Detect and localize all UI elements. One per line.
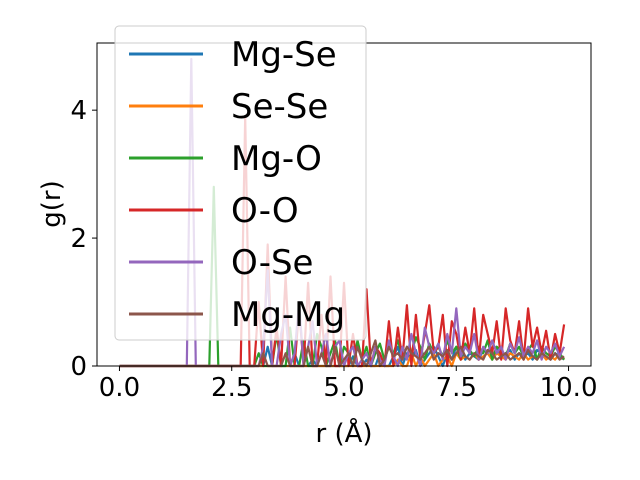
x-tick-label: 7.5: [436, 373, 477, 403]
x-axis: 0.0 2.5 5.0 7.5 10.0: [99, 366, 598, 403]
y-axis: 0 2 4: [70, 96, 97, 382]
legend-label-se-se: Se-Se: [231, 87, 328, 127]
x-tick-label: 5.0: [323, 373, 364, 403]
x-tick-label: 10.0: [540, 373, 598, 403]
legend-label-o-se: O-Se: [231, 243, 313, 283]
legend-items: Mg-Se Se-Se Mg-O O-O O-Se Mg-Mg: [129, 35, 345, 335]
y-tick-label: 4: [70, 96, 87, 126]
legend: Mg-Se Se-Se Mg-O O-O O-Se Mg-Mg: [114, 25, 367, 341]
y-axis-label: g(r): [37, 180, 67, 227]
y-tick-label: 0: [70, 352, 87, 382]
legend-label-o-o: O-O: [231, 191, 299, 231]
x-tick-label: 2.5: [211, 373, 252, 403]
legend-label-mg-se: Mg-Se: [231, 35, 337, 75]
y-tick-label: 2: [70, 224, 87, 254]
x-axis-label: r (Å): [315, 417, 372, 449]
x-tick-label: 0.0: [99, 373, 140, 403]
legend-label-mg-mg: Mg-Mg: [231, 295, 345, 335]
legend-label-mg-o: Mg-O: [231, 139, 322, 179]
